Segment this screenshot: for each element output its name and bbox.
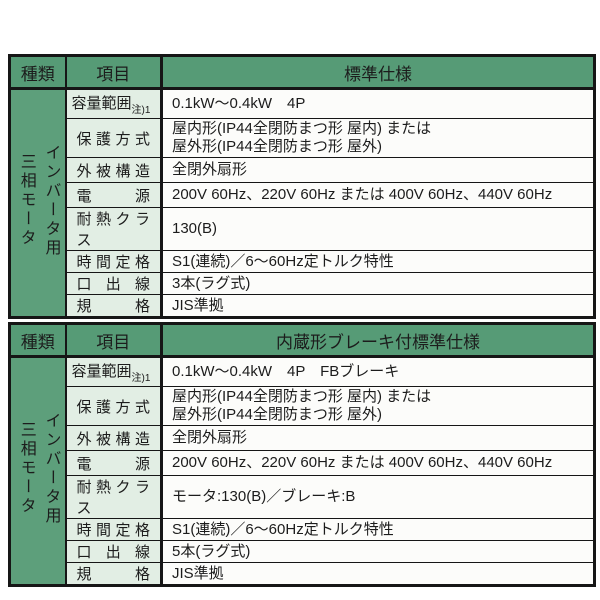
col-header-spec: 標準仕様 <box>161 55 595 90</box>
table-row: 規格 JIS準拠 <box>10 562 595 586</box>
spec-label-time-rating: 時間定格 <box>64 518 163 541</box>
spec-value-lead-wires: 3本(ラグ式) <box>161 272 595 295</box>
spec-value-power: 200V 60Hz、220V 60Hz または 400V 60Hz、440V 6… <box>161 450 595 476</box>
motor-type-label: インバータ用 三相モータ <box>17 143 60 258</box>
spec-value-capacity: 0.1kW〜0.4kW 4P <box>161 88 595 119</box>
col-header-type: 種類 <box>9 323 66 358</box>
spec-value-protection: 屋内形(IP44全閉防まつ形 屋内) または 屋外形(IP44全閉防まつ形 屋外… <box>161 386 595 426</box>
motor-type-cell: インバータ用 三相モータ <box>9 88 67 318</box>
table-row: 電源 200V 60Hz、220V 60Hz または 400V 60Hz、440… <box>10 182 595 208</box>
spec-value-power: 200V 60Hz、220V 60Hz または 400V 60Hz、440V 6… <box>161 182 595 208</box>
spec-label-standard: 規格 <box>64 562 163 586</box>
spec-value-lead-wires: 5本(ラグ式) <box>161 540 595 563</box>
spec-value-standard: JIS準拠 <box>161 562 595 586</box>
spec-label-time-rating: 時間定格 <box>64 250 163 273</box>
col-header-spec: 内蔵形ブレーキ付標準仕様 <box>161 323 595 358</box>
table-row: インバータ用 三相モータ 容量範囲注)1 0.1kW〜0.4kW 4P <box>9 88 595 318</box>
spec-label-lead-wires: 口出線 <box>64 272 163 295</box>
spec-label-capacity: 容量範囲注)1 <box>64 88 163 119</box>
table-row: 外被構造 全閉外扇形 <box>10 157 595 183</box>
capacity-label-text: 容量範囲 <box>71 95 132 112</box>
spec-label-protection: 保護方式 <box>64 118 163 158</box>
table-row: 時間定格 S1(連続)／6〜60Hz定トルク特性 <box>10 518 595 541</box>
col-header-item: 項目 <box>64 55 163 90</box>
table-row: 耐熱クラス 130(B) <box>10 207 595 251</box>
table-header-row: 種類 項目 内蔵形ブレーキ付標準仕様 <box>9 323 595 358</box>
table-row: 時間定格 S1(連続)／6〜60Hz定トルク特性 <box>10 250 595 273</box>
table-row: 口出線 3本(ラグ式) <box>10 272 595 295</box>
table-row: 電源 200V 60Hz、220V 60Hz または 400V 60Hz、440… <box>10 450 595 476</box>
spec-label-lead-wires: 口出線 <box>64 540 163 563</box>
table-row: 口出線 5本(ラグ式) <box>10 540 595 563</box>
spec-value-enclosure: 全閉外扇形 <box>161 157 595 183</box>
spec-label-protection: 保護方式 <box>64 386 163 426</box>
spec-label-power: 電源 <box>64 450 163 476</box>
col-header-type: 種類 <box>9 55 66 90</box>
spec-label-capacity: 容量範囲注)1 <box>64 356 163 387</box>
table-row: 保護方式 屋内形(IP44全閉防まつ形 屋内) または 屋外形(IP44全閉防ま… <box>10 386 595 426</box>
spec-value-protection: 屋内形(IP44全閉防まつ形 屋内) または 屋外形(IP44全閉防まつ形 屋外… <box>161 118 595 158</box>
spec-value-time-rating: S1(連続)／6〜60Hz定トルク特性 <box>161 250 595 273</box>
spec-value-standard: JIS準拠 <box>161 294 595 318</box>
spec-value-heat-class: 130(B) <box>161 207 595 251</box>
brake-spec-table: 種類 項目 内蔵形ブレーキ付標準仕様 インバータ用 三相モータ 容量範囲注)1 … <box>8 322 596 587</box>
spec-label-standard: 規格 <box>64 294 163 318</box>
motor-type-cell: インバータ用 三相モータ <box>9 356 67 586</box>
col-header-item: 項目 <box>64 323 163 358</box>
capacity-label-text: 容量範囲 <box>71 363 132 380</box>
table-row: 規格 JIS準拠 <box>10 294 595 318</box>
motor-type-label: インバータ用 三相モータ <box>17 411 60 526</box>
footnote-ref: 注)1 <box>131 373 151 384</box>
spec-tables: 種類 項目 標準仕様 インバータ用 三相モータ 容量範囲注)1 0.1kW〜0.… <box>8 54 596 587</box>
spec-label-enclosure: 外被構造 <box>64 425 163 451</box>
footnote-ref: 注)1 <box>131 105 151 116</box>
spec-value-capacity: 0.1kW〜0.4kW 4P FBブレーキ <box>161 356 595 387</box>
spec-value-heat-class: モータ:130(B)／ブレーキ:B <box>161 475 595 519</box>
table-row: インバータ用 三相モータ 容量範囲注)1 0.1kW〜0.4kW 4P FBブレ… <box>9 356 595 586</box>
spec-value-time-rating: S1(連続)／6〜60Hz定トルク特性 <box>161 518 595 541</box>
spec-label-heat-class: 耐熱クラス <box>64 207 163 251</box>
table-row: 保護方式 屋内形(IP44全閉防まつ形 屋内) または 屋外形(IP44全閉防ま… <box>10 118 595 158</box>
table-row: 耐熱クラス モータ:130(B)／ブレーキ:B <box>10 475 595 519</box>
spec-value-enclosure: 全閉外扇形 <box>161 425 595 451</box>
spec-label-heat-class: 耐熱クラス <box>64 475 163 519</box>
standard-spec-table: 種類 項目 標準仕様 インバータ用 三相モータ 容量範囲注)1 0.1kW〜0.… <box>8 54 596 319</box>
table-row: 外被構造 全閉外扇形 <box>10 425 595 451</box>
spec-label-enclosure: 外被構造 <box>64 157 163 183</box>
table-header-row: 種類 項目 標準仕様 <box>9 55 595 90</box>
spec-label-power: 電源 <box>64 182 163 208</box>
